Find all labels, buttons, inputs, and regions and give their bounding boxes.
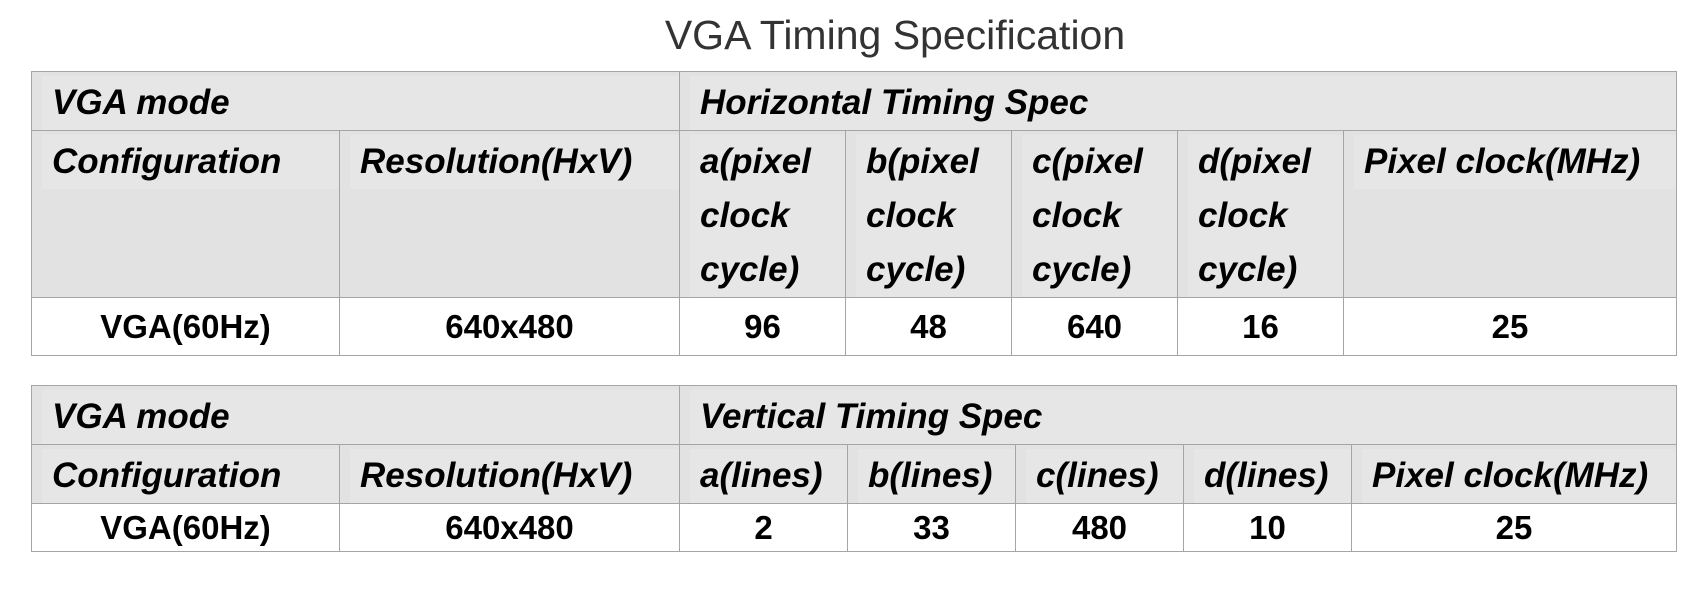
column-header-d: d(pixel clock cycle) bbox=[1177, 130, 1344, 298]
column-header-pixel-clock: Pixel clock(MHz) bbox=[1350, 444, 1678, 504]
cell-configuration: VGA(60Hz) bbox=[31, 503, 340, 552]
table-header-row: VGA mode Horizontal Timing Spec bbox=[31, 71, 1678, 131]
vertical-timing-table: VGA mode Vertical Timing Spec Configurat… bbox=[31, 385, 1678, 552]
vga-mode-header: VGA mode bbox=[31, 385, 680, 445]
column-header-b: b(pixel clock cycle) bbox=[845, 130, 1012, 298]
column-header-c: c(lines) bbox=[1015, 444, 1184, 504]
table-row: VGA(60Hz) 640x480 2 33 480 10 25 bbox=[31, 503, 1678, 552]
cell-resolution: 640x480 bbox=[339, 297, 680, 356]
cell-a: 2 bbox=[679, 503, 848, 552]
vertical-spec-header: Vertical Timing Spec bbox=[678, 385, 1678, 445]
cell-d: 10 bbox=[1183, 503, 1352, 552]
vga-mode-header: VGA mode bbox=[31, 71, 680, 131]
cell-configuration: VGA(60Hz) bbox=[31, 297, 340, 356]
column-header-c: c(pixel clock cycle) bbox=[1011, 130, 1178, 298]
column-header-row: Configuration Resolution(HxV) a(pixel cl… bbox=[31, 130, 1678, 298]
cell-resolution: 640x480 bbox=[339, 503, 680, 552]
page-title: VGA Timing Specification bbox=[664, 12, 1126, 58]
horizontal-timing-table: VGA mode Horizontal Timing Spec Configur… bbox=[31, 71, 1678, 356]
cell-c: 640 bbox=[1011, 297, 1178, 356]
column-header-row: Configuration Resolution(HxV) a(lines) b… bbox=[31, 444, 1678, 504]
column-header-pixel-clock: Pixel clock(MHz) bbox=[1342, 130, 1678, 298]
column-header-resolution: Resolution(HxV) bbox=[339, 130, 680, 298]
column-header-d: d(lines) bbox=[1183, 444, 1352, 504]
column-header-b: b(lines) bbox=[847, 444, 1016, 504]
table-header-row: VGA mode Vertical Timing Spec bbox=[31, 385, 1678, 445]
cell-d: 16 bbox=[1177, 297, 1344, 356]
cell-b: 33 bbox=[847, 503, 1016, 552]
horizontal-spec-header: Horizontal Timing Spec bbox=[678, 71, 1678, 131]
column-header-configuration: Configuration bbox=[31, 444, 340, 504]
cell-a: 96 bbox=[679, 297, 846, 356]
cell-pixel-clock: 25 bbox=[1342, 297, 1678, 356]
column-header-resolution: Resolution(HxV) bbox=[339, 444, 680, 504]
column-header-a: a(lines) bbox=[679, 444, 848, 504]
column-header-configuration: Configuration bbox=[31, 130, 340, 298]
cell-c: 480 bbox=[1015, 503, 1184, 552]
column-header-a: a(pixel clock cycle) bbox=[679, 130, 846, 298]
table-row: VGA(60Hz) 640x480 96 48 640 16 25 bbox=[31, 297, 1678, 356]
cell-pixel-clock: 25 bbox=[1350, 503, 1678, 552]
cell-b: 48 bbox=[845, 297, 1012, 356]
